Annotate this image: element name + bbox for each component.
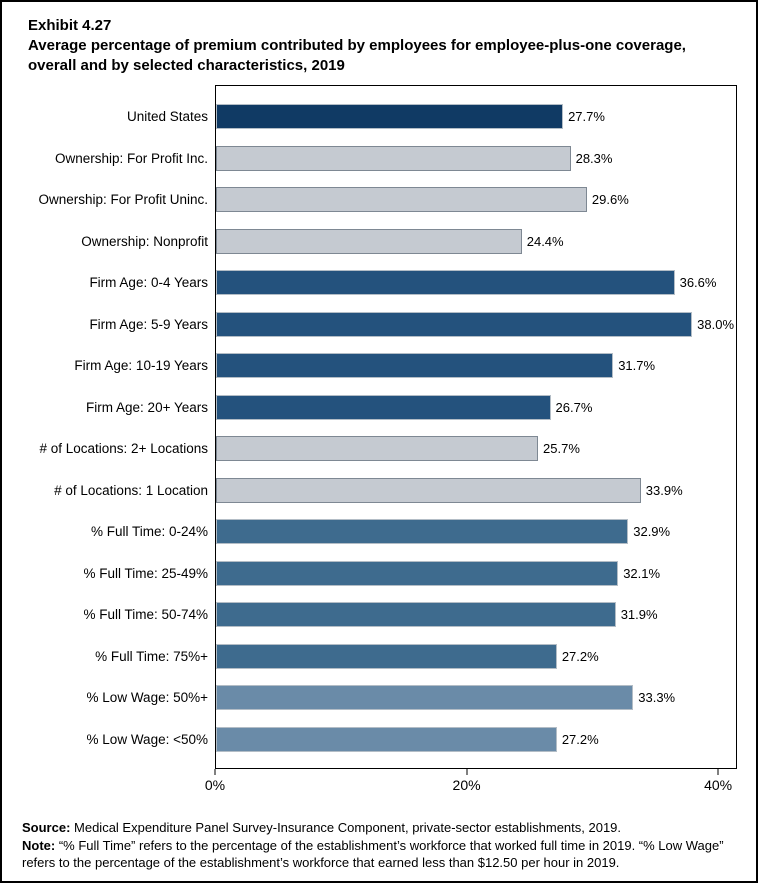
bar: [216, 353, 614, 379]
bar: [216, 394, 551, 420]
bar: [216, 643, 557, 669]
plot-area: 27.7% 28.3% 29.6% 24.4% 36.6% 38.0% 31.7% 26.7%…: [215, 85, 737, 769]
chart-title: Average percentage of premium contribute…: [28, 37, 686, 74]
bar: [216, 477, 641, 503]
category-label: Firm Age: 5-9 Years: [89, 316, 208, 332]
category-label: % Low Wage: 50%+: [86, 690, 208, 706]
category-labels-column: United States Ownership: For Profit Inc. O…: [15, 85, 215, 801]
category-label: Ownership: For Profit Uninc.: [38, 192, 208, 208]
chart-row: 27.7%: [216, 96, 736, 138]
chart-row: 38.0%: [216, 304, 736, 346]
chart-row: 33.3%: [216, 677, 736, 719]
bar-chart: United States Ownership: For Profit Inc. O…: [2, 85, 756, 801]
value-label: 27.2%: [561, 648, 599, 664]
category-label: Firm Age: 20+ Years: [86, 399, 208, 415]
bar: [216, 104, 564, 130]
value-label: 31.9%: [620, 607, 658, 623]
category-label: Firm Age: 0-4 Years: [89, 275, 208, 291]
bar: [216, 270, 675, 296]
value-label: 25.7%: [543, 441, 580, 457]
chart-row: 27.2%: [216, 719, 736, 761]
value-label: 38.0%: [697, 316, 735, 332]
source-text: Medical Expenditure Panel Survey-Insuran…: [70, 820, 622, 835]
value-label: 26.7%: [555, 399, 593, 415]
chart-row: 36.6%: [216, 262, 736, 304]
axis-tick-label: 0%: [204, 777, 226, 793]
chart-row: 29.6%: [216, 179, 736, 221]
category-label: # of Locations: 1 Location: [54, 482, 208, 498]
chart-row: 31.7%: [216, 345, 736, 387]
bar: [216, 145, 571, 171]
value-label: 36.6%: [679, 275, 717, 291]
category-label: # of Locations: 2+ Locations: [39, 441, 209, 457]
category-label: Firm Age: 10-19 Years: [74, 358, 208, 374]
footnotes: Source: Medical Expenditure Panel Survey…: [2, 801, 756, 872]
category-label: United States: [126, 109, 208, 125]
source-line: Source: Medical Expenditure Panel Survey…: [22, 819, 736, 837]
value-label: 32.1%: [623, 565, 661, 581]
value-label: 29.6%: [591, 192, 629, 208]
axis-tick-label: 20%: [452, 777, 481, 793]
bar: [216, 560, 619, 586]
bar: [216, 602, 616, 628]
category-label: % Full Time: 50-74%: [83, 607, 208, 623]
axis-tick-label: 40%: [704, 777, 733, 793]
axis-tick: [214, 769, 216, 775]
chart-row: 28.3%: [216, 138, 736, 180]
value-label: 27.2%: [561, 731, 599, 747]
value-label: 32.9%: [633, 524, 671, 540]
bar: [216, 436, 539, 462]
bar: [216, 311, 693, 337]
bar: [216, 187, 587, 213]
note-text: “% Full Time” refers to the percentage o…: [22, 837, 724, 871]
chart-row: 24.4%: [216, 221, 736, 263]
chart-row: 32.1%: [216, 553, 736, 595]
axis-tick: [717, 769, 719, 775]
bar: [216, 685, 634, 711]
category-label: % Full Time: 0-24%: [90, 524, 208, 540]
chart-row: 26.7%: [216, 387, 736, 429]
value-label: 28.3%: [575, 150, 613, 166]
note-line: Note: “% Full Time” refers to the percen…: [22, 837, 736, 872]
category-label: % Full Time: 75%+: [95, 648, 208, 664]
exhibit-header: Exhibit 4.27 Average percentage of premi…: [2, 2, 756, 76]
value-label: 24.4%: [526, 233, 564, 249]
value-label: 27.7%: [568, 109, 605, 125]
x-axis: 0% 20% 40%: [205, 769, 737, 801]
bar: [216, 228, 522, 254]
value-label: 33.3%: [638, 690, 676, 706]
exhibit-number: Exhibit 4.27: [28, 17, 112, 34]
plot-column: 27.7% 28.3% 29.6% 24.4% 36.6% 38.0% 31.7% 26.7%…: [205, 85, 737, 801]
chart-row: 33.9%: [216, 470, 736, 512]
source-label: Source:: [22, 820, 71, 835]
category-label: Ownership: For Profit Inc.: [54, 150, 208, 166]
bar: [216, 726, 557, 752]
axis-tick: [466, 769, 468, 775]
chart-row: 25.7%: [216, 428, 736, 470]
note-label: Note:: [22, 837, 56, 853]
value-label: 33.9%: [645, 482, 683, 498]
category-label: Ownership: Nonprofit: [81, 233, 208, 249]
category-label: % Full Time: 25-49%: [83, 565, 208, 581]
bar: [216, 519, 629, 545]
chart-row: 32.9%: [216, 511, 736, 553]
chart-row: 31.9%: [216, 594, 736, 636]
chart-row: 27.2%: [216, 636, 736, 678]
category-label: % Low Wage: <50%: [86, 731, 208, 747]
value-label: 31.7%: [618, 358, 656, 374]
